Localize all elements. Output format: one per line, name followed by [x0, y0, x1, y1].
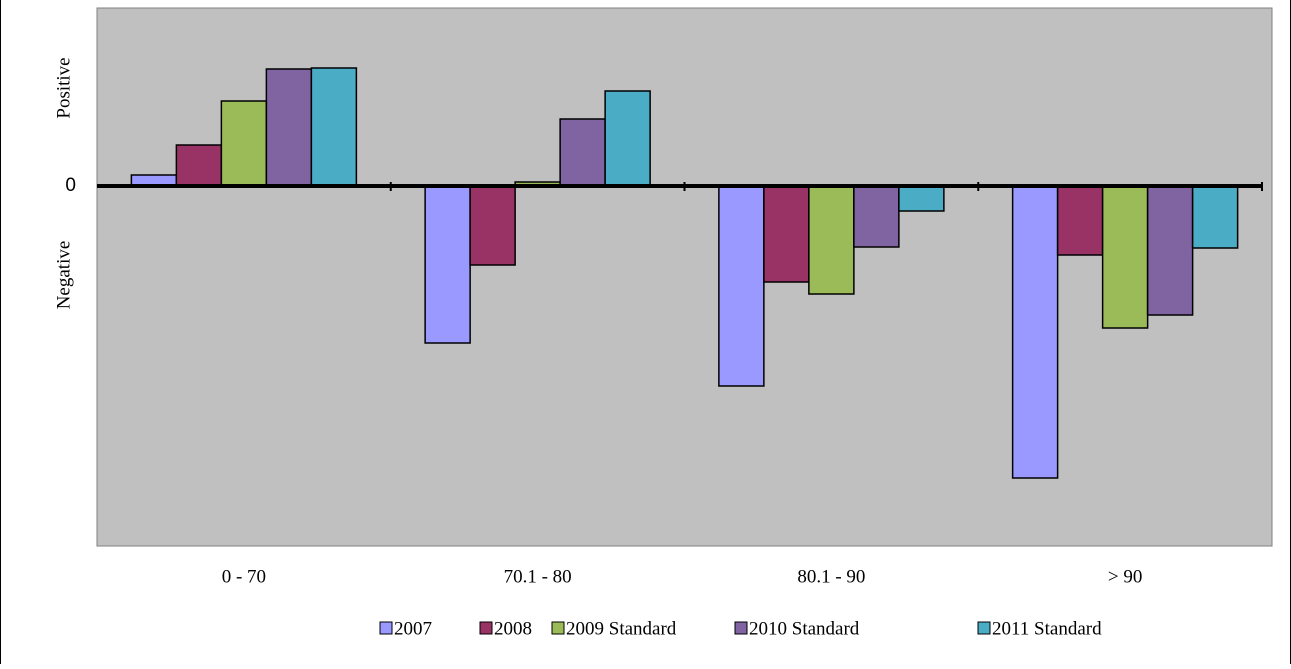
legend-label: 2008 — [494, 618, 532, 639]
bar — [853, 185, 900, 248]
bar — [559, 118, 606, 187]
x-tick-label: 0 - 70 — [222, 566, 266, 587]
bar — [1011, 185, 1059, 479]
x-tick-label: > 90 — [1108, 566, 1142, 587]
legend-swatch — [479, 621, 493, 635]
bar — [175, 144, 223, 187]
bar — [604, 90, 651, 187]
legend-label: 2010 Standard — [749, 618, 860, 639]
bar — [469, 185, 516, 266]
bar — [424, 185, 471, 344]
bar — [1146, 185, 1194, 316]
x-tick-label: 70.1 - 80 — [504, 566, 572, 587]
legend-label: 2009 Standard — [566, 618, 677, 639]
legend-swatch — [734, 621, 748, 635]
legend-label: 2011 Standard — [992, 618, 1102, 639]
legend-swatch — [977, 621, 991, 635]
x-tick-label: 80.1 - 90 — [797, 566, 865, 587]
bar — [1056, 185, 1104, 256]
bar — [763, 185, 810, 283]
bar — [808, 185, 855, 295]
bar — [898, 185, 945, 212]
bar — [718, 185, 765, 387]
bar — [1101, 185, 1149, 329]
legend-label: 2007 — [394, 618, 432, 639]
bar — [1191, 185, 1239, 249]
bar — [220, 100, 268, 187]
bar — [310, 67, 358, 187]
bar — [265, 68, 313, 187]
y-tick-label: 0 — [65, 175, 76, 196]
legend-swatch — [379, 621, 393, 635]
y-annotation: Negative — [53, 241, 74, 310]
legend-swatch — [551, 621, 565, 635]
y-annotation: Positive — [53, 57, 74, 118]
